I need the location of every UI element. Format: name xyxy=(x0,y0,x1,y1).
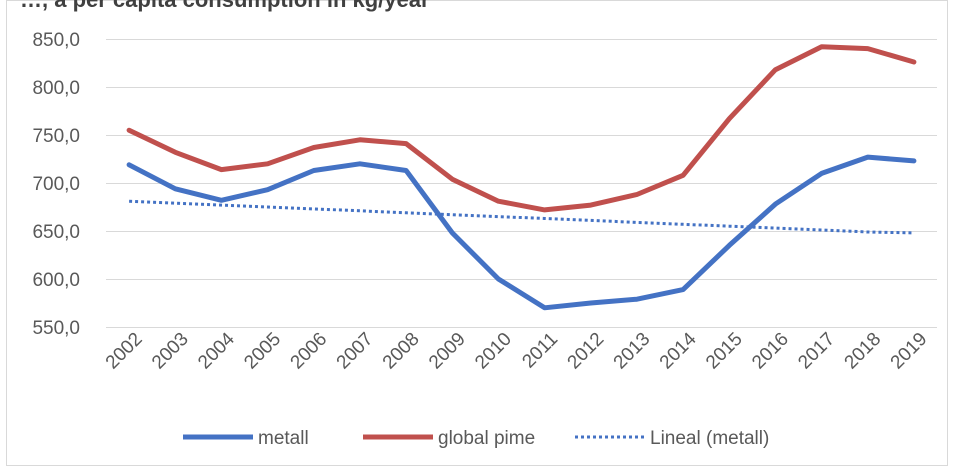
series-line-global-pime xyxy=(126,44,917,213)
series-line-metall xyxy=(126,154,917,311)
series-line-lineal-metall xyxy=(129,199,914,235)
x-axis-tick-labels: 2002 2003 2004 2005 2006 2007 2008 2009 2010 2011… xyxy=(102,328,932,373)
y-tick-label: 850,0 xyxy=(32,30,80,51)
x-tick-label: 2007 xyxy=(333,329,378,374)
y-tick-label: 550,0 xyxy=(32,318,80,339)
x-tick-label: 2013 xyxy=(610,329,655,374)
y-tick-label: 800,0 xyxy=(32,78,80,99)
legend-label: metall xyxy=(258,428,309,449)
x-tick-label: 2002 xyxy=(102,329,147,374)
y-axis-tick-labels: 550,0 600,0 650,0 700,0 750,0 800,0 850,0 xyxy=(32,30,80,339)
series-lines xyxy=(126,44,917,311)
legend: metall global pime Lineal (metall) xyxy=(183,428,769,449)
x-tick-label: 2018 xyxy=(841,329,886,374)
x-tick-label: 2008 xyxy=(379,329,424,374)
x-tick-label: 2019 xyxy=(887,329,932,374)
x-tick-label: 2011 xyxy=(518,329,562,373)
y-tick-label: 650,0 xyxy=(32,222,80,243)
x-tick-label: 2017 xyxy=(794,329,839,374)
y-tick-label: 600,0 xyxy=(32,270,80,291)
x-tick-label: 2016 xyxy=(748,329,793,374)
chart-frame xyxy=(6,0,948,466)
x-tick-label: 2014 xyxy=(656,328,701,373)
x-tick-label: 2015 xyxy=(702,329,747,374)
x-tick-label: 2003 xyxy=(148,329,193,374)
chart-title: …, a per capita consumption in kg/year xyxy=(20,0,430,13)
chart-title-clipped: …, a per capita consumption in kg/year xyxy=(0,0,955,30)
x-tick-label: 2004 xyxy=(194,328,239,373)
x-tick-label: 2005 xyxy=(240,329,285,374)
x-tick-label: 2006 xyxy=(287,329,332,374)
gridlines xyxy=(106,39,937,328)
legend-label: global pime xyxy=(438,428,535,449)
x-tick-label: 2012 xyxy=(564,329,609,374)
x-tick-label: 2010 xyxy=(471,329,516,374)
y-tick-label: 750,0 xyxy=(32,126,80,147)
x-tick-label: 2009 xyxy=(425,329,470,374)
legend-label: Lineal (metall) xyxy=(650,428,769,449)
y-tick-label: 700,0 xyxy=(32,174,80,195)
